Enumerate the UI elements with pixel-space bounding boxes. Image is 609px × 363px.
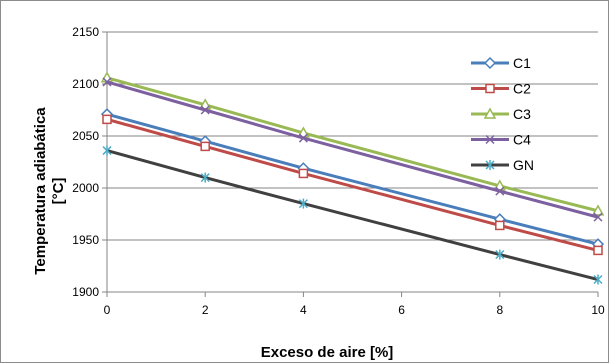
y-tick-label-2100: 2100	[72, 77, 99, 91]
point-c3-10	[591, 204, 605, 216]
x-tick-labels: 0 2 4 6 8 10	[104, 303, 605, 317]
legend-marker-c1	[483, 56, 497, 70]
legend-marker-c2	[485, 83, 495, 94]
series-c4	[102, 77, 603, 222]
x-axis-title: Exceso de aire [%]	[261, 344, 394, 361]
point-c2-4	[298, 168, 309, 179]
point-gn-0	[102, 145, 112, 156]
x-tick-label-8: 8	[496, 303, 503, 317]
point-c2-2	[200, 141, 210, 152]
legend-item-c4: C4	[471, 132, 531, 148]
point-c4-2	[200, 105, 210, 115]
x-tick-label-4: 4	[300, 303, 307, 317]
x-tick-label-2: 2	[202, 303, 209, 317]
y-tick-label-1900: 1900	[72, 285, 99, 299]
series-group	[100, 71, 605, 285]
point-c4-10	[593, 212, 603, 222]
point-c2-10	[593, 245, 603, 256]
legend-label-gn: GN	[513, 157, 534, 173]
x-tick-label-10: 10	[591, 303, 605, 317]
y-axis-unit: [°C]	[50, 178, 67, 205]
point-gn-8	[495, 249, 505, 260]
legend-item-c3: C3	[471, 106, 531, 122]
legend: C1 C2 C3 C4 GN	[471, 55, 534, 173]
point-c2-0	[102, 114, 112, 125]
legend-label-c2: C2	[513, 81, 531, 97]
series-c1	[100, 108, 605, 251]
series-gn	[102, 145, 603, 285]
point-c2-8	[495, 220, 505, 231]
legend-marker-gn	[485, 160, 495, 170]
y-tick-label-2050: 2050	[72, 129, 99, 143]
point-c4-8	[495, 186, 505, 196]
legend-label-c1: C1	[513, 55, 531, 71]
legend-label-c3: C3	[513, 106, 531, 122]
legend-item-c1: C1	[471, 55, 531, 71]
y-axis-title: Temperatura adiabática	[32, 107, 49, 275]
point-gn-2	[200, 172, 210, 183]
legend-marker-c4	[485, 134, 495, 145]
legend-marker-c3	[483, 107, 497, 119]
legend-label-c4: C4	[513, 132, 531, 148]
legend-item-gn: GN	[471, 157, 534, 173]
series-c2	[102, 114, 603, 256]
legend-item-c2: C2	[471, 81, 531, 97]
point-c4-0	[102, 77, 112, 87]
y-tick-labels: 1900 1950 2000 2050 2100 2150	[72, 25, 99, 299]
y-tick-label-1950: 1950	[72, 233, 99, 247]
y-tick-label-2000: 2000	[72, 181, 99, 195]
y-tick-label-2150: 2150	[72, 25, 99, 39]
x-tick-label-6: 6	[398, 303, 405, 317]
series-line-c4	[106, 80, 599, 219]
point-gn-10	[593, 274, 603, 285]
point-gn-4	[298, 198, 308, 209]
x-tick-label-0: 0	[104, 303, 111, 317]
point-c4-4	[298, 133, 308, 143]
